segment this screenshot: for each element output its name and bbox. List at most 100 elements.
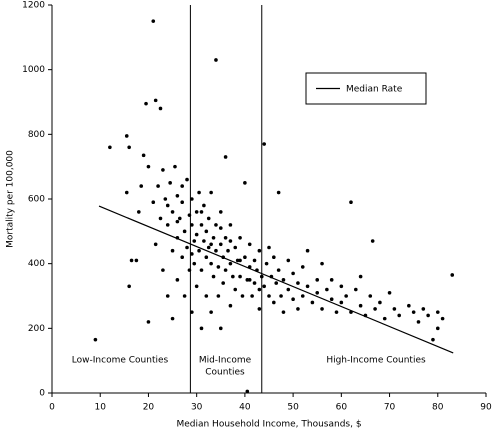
data-point <box>199 268 204 272</box>
data-point <box>187 213 192 217</box>
annotation: High-Income Counties <box>326 356 426 366</box>
data-point <box>185 177 189 182</box>
data-point <box>411 310 416 314</box>
data-point <box>315 290 320 295</box>
data-point <box>177 216 182 221</box>
data-point <box>127 284 131 289</box>
x-tick-label: 90 <box>480 403 492 413</box>
data-point <box>173 164 177 169</box>
y-tick-label: 0 <box>39 389 45 399</box>
data-point <box>231 274 235 279</box>
data-point <box>240 294 245 298</box>
data-point <box>214 248 218 253</box>
data-point <box>272 255 276 259</box>
y-tick-label: 1000 <box>22 65 45 75</box>
data-point <box>209 190 213 195</box>
y-axis-label: Mortality per 100,000 <box>6 150 16 248</box>
x-axis-label: Median Household Income, Thousands, $ <box>176 420 361 430</box>
data-point <box>305 248 310 253</box>
median-line <box>98 205 454 354</box>
data-point <box>216 265 221 269</box>
data-point <box>257 287 262 292</box>
data-point <box>180 184 184 188</box>
data-point <box>325 287 329 292</box>
y-tick-label: 200 <box>28 324 45 334</box>
data-point <box>165 223 170 227</box>
data-point <box>416 320 421 324</box>
data-point <box>93 337 98 342</box>
data-point <box>158 216 163 221</box>
data-point <box>354 287 358 292</box>
data-point <box>228 261 233 266</box>
data-point <box>310 300 315 305</box>
data-point <box>276 268 281 272</box>
data-point <box>204 294 209 298</box>
data-point <box>233 287 238 292</box>
data-point <box>247 242 252 247</box>
x-tick-label: 50 <box>287 403 299 413</box>
legend-label: Median Rate <box>346 85 403 95</box>
annotation: Low-Income Counties <box>72 356 169 366</box>
data-point <box>218 210 223 214</box>
y-tick-label: 400 <box>28 259 45 269</box>
data-point <box>197 248 201 253</box>
data-point <box>426 313 430 318</box>
data-point <box>279 294 283 298</box>
data-point <box>165 203 170 208</box>
data-point <box>259 274 264 279</box>
data-point <box>139 184 144 188</box>
data-point <box>315 278 320 282</box>
data-point <box>382 316 387 321</box>
data-point <box>199 210 204 214</box>
data-point <box>262 284 266 289</box>
data-point <box>286 287 291 292</box>
data-point <box>392 307 397 311</box>
data-point <box>170 316 175 321</box>
data-point <box>228 239 233 243</box>
data-point <box>137 210 141 214</box>
data-point <box>124 134 129 138</box>
data-point <box>243 255 247 259</box>
data-point <box>378 300 382 305</box>
data-point <box>238 258 242 263</box>
x-tick-label: 70 <box>384 403 396 413</box>
data-point <box>440 316 445 321</box>
data-point <box>344 294 348 298</box>
data-point <box>209 310 213 314</box>
data-point <box>175 219 180 224</box>
data-point <box>349 200 353 205</box>
data-point <box>204 255 209 259</box>
data-point <box>206 216 211 221</box>
data-point <box>190 197 194 201</box>
data-point <box>146 320 151 324</box>
data-point <box>223 155 228 159</box>
data-point <box>223 236 228 240</box>
data-point <box>199 326 204 331</box>
data-point <box>431 337 435 342</box>
data-point <box>144 101 148 106</box>
data-point <box>218 242 223 247</box>
data-point <box>151 19 156 23</box>
data-point <box>218 226 223 230</box>
y-tick-label: 1200 <box>22 1 45 11</box>
data-point <box>180 200 184 205</box>
data-point <box>257 307 262 311</box>
data-point <box>247 278 252 282</box>
data-point <box>108 145 112 150</box>
data-point <box>153 98 158 103</box>
data-point <box>141 153 146 158</box>
data-point <box>421 307 426 311</box>
x-tick-label: 30 <box>191 403 203 413</box>
data-point <box>407 303 411 308</box>
data-point <box>194 210 199 214</box>
data-point <box>182 294 187 298</box>
data-point <box>185 245 189 250</box>
data-point <box>209 261 213 266</box>
data-point <box>450 273 455 277</box>
data-point <box>334 310 339 314</box>
x-tick-label: 60 <box>336 403 348 413</box>
data-point <box>252 281 257 285</box>
data-point <box>358 274 363 279</box>
data-point <box>187 268 192 272</box>
x-tick-label: 10 <box>94 403 106 413</box>
